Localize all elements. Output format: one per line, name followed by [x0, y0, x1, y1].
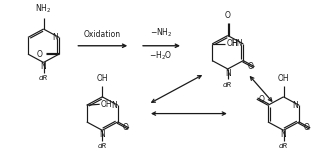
- Text: O: O: [248, 62, 254, 71]
- Text: N: N: [281, 130, 286, 139]
- Text: OH: OH: [101, 100, 112, 109]
- Text: dR: dR: [39, 75, 48, 81]
- Text: N: N: [41, 63, 46, 72]
- Text: O: O: [36, 50, 42, 59]
- Text: O: O: [122, 123, 128, 132]
- Text: Oxidation: Oxidation: [84, 30, 121, 39]
- Text: $-$NH$_2$: $-$NH$_2$: [150, 27, 172, 39]
- Text: dR: dR: [223, 82, 232, 88]
- Text: dR: dR: [279, 143, 288, 149]
- Text: OH: OH: [226, 39, 238, 48]
- Text: OH: OH: [278, 74, 289, 83]
- Text: O: O: [259, 95, 265, 104]
- Text: $-$H$_2$O: $-$H$_2$O: [149, 50, 173, 62]
- Text: O: O: [225, 11, 231, 20]
- Text: O: O: [304, 123, 309, 132]
- Text: N: N: [99, 130, 105, 139]
- Text: N: N: [225, 69, 231, 78]
- Text: N: N: [52, 33, 58, 42]
- Text: N: N: [292, 101, 298, 110]
- Text: dR: dR: [98, 143, 107, 149]
- Text: N: N: [111, 101, 117, 110]
- Text: HN: HN: [231, 39, 242, 48]
- Text: NH$_2$: NH$_2$: [35, 3, 52, 15]
- Text: OH: OH: [96, 74, 108, 83]
